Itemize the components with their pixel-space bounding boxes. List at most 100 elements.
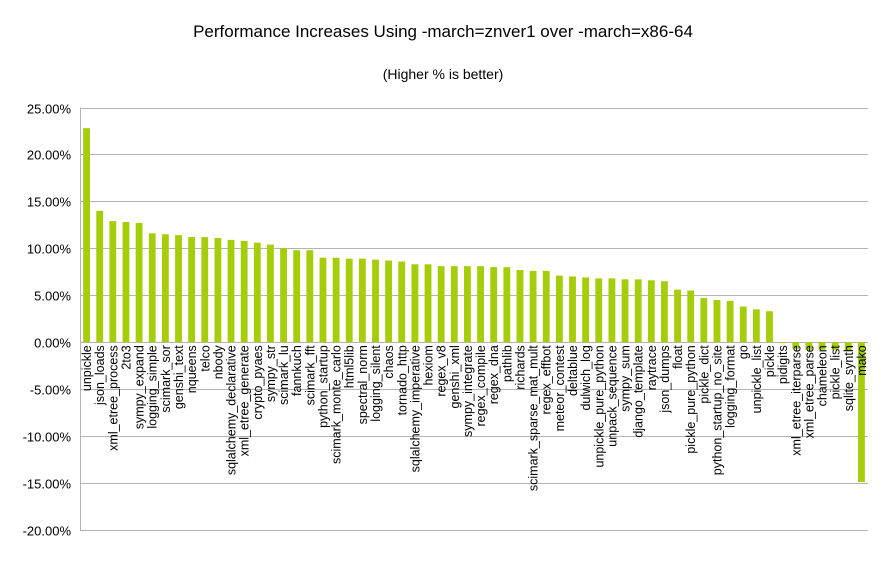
bar: [372, 259, 379, 343]
chart-title: Performance Increases Using -march=znver…: [193, 22, 693, 41]
y-tick-label: 20.00%: [27, 148, 72, 163]
bar: [450, 266, 458, 343]
x-category-label: scimark_lu: [277, 345, 291, 405]
x-category-label: nbody: [211, 344, 225, 379]
y-tick-label: -5.00%: [30, 383, 72, 398]
bar: [214, 238, 222, 343]
x-category-label: telco: [198, 345, 212, 371]
x-category-label: richards: [513, 345, 527, 389]
bar: [345, 258, 353, 343]
bar: [805, 342, 813, 350]
x-axis-category-labels: unpickle json_loads xml_etree_process 2to3 s…: [80, 344, 869, 491]
x-category-label: sympy_str: [264, 345, 278, 402]
x-category-label: scimark_monte_carlo: [330, 345, 344, 464]
y-tick-label: 15.00%: [27, 195, 72, 210]
bar: [516, 269, 524, 343]
bar: [437, 266, 445, 343]
x-category-label: mako: [855, 345, 869, 376]
x-category-label: regex_v8: [435, 345, 449, 396]
bar: [858, 342, 865, 483]
x-category-label: tornado_http: [395, 345, 409, 415]
bar: [608, 278, 616, 343]
bar: [464, 266, 471, 343]
bar: [503, 267, 511, 343]
x-category-label: unpickle: [80, 345, 94, 391]
bar: [122, 222, 130, 343]
x-category-label: regex_effbot: [540, 345, 554, 415]
x-category-label: hexiom: [422, 345, 436, 385]
x-category-label: sympy_integrate: [461, 345, 475, 437]
x-category-label: pickle_pure_python: [684, 345, 698, 453]
y-axis-tick-labels: 25.00% 20.00% 15.00% 10.00% 5.00% 0.00% -5.00%…: [23, 102, 72, 539]
x-category-label: unpickle_list: [750, 345, 764, 414]
x-category-label: go: [737, 345, 751, 359]
bar: [661, 281, 668, 343]
x-category-label: scimark_sparse_mat_mult: [527, 345, 541, 491]
bar: [267, 244, 274, 343]
bar: [569, 276, 576, 343]
bar: [844, 342, 852, 351]
y-tick-label: 25.00%: [27, 102, 72, 117]
x-category-label: django_template: [632, 345, 646, 437]
bar: [227, 239, 235, 343]
bar: [135, 222, 143, 343]
x-category-label: deltablue: [566, 345, 580, 396]
x-category-label: regex_compile: [474, 345, 488, 426]
bar: [555, 275, 563, 343]
bar: [713, 299, 721, 343]
bar: [358, 258, 366, 343]
x-category-label: scimark_sor: [159, 345, 173, 412]
x-category-label: logging_simple: [146, 345, 160, 428]
x-category-label: json_loads: [93, 345, 107, 406]
x-category-label: 2to3: [119, 345, 133, 369]
bar: [319, 257, 327, 343]
x-category-label: sympy_sum: [619, 345, 633, 412]
bar: [766, 311, 773, 343]
bar: [595, 278, 603, 343]
gridlines: [80, 107, 868, 531]
y-tick-label: -20.00%: [23, 524, 72, 539]
x-category-label: raytrace: [645, 345, 659, 390]
bar: [201, 237, 209, 343]
y-tick-label: -15.00%: [23, 477, 72, 492]
bar: [332, 257, 340, 343]
x-category-label: xml_etree_iterparse: [789, 345, 803, 456]
x-category-label: nqueens: [185, 345, 199, 393]
x-category-label: xml_etree_process: [106, 345, 120, 451]
x-category-label: json_dumps: [658, 345, 672, 413]
x-category-label: sympy_expand: [133, 345, 147, 429]
x-category-label: sqlite_synth: [842, 345, 856, 411]
bar: [739, 306, 747, 343]
bar: [306, 250, 314, 343]
x-category-label: pickle: [763, 345, 777, 377]
bar: [490, 267, 498, 343]
x-category-label: logging_silent: [369, 345, 383, 422]
chart-subtitle: (Higher % is better): [382, 66, 504, 82]
bar: [687, 290, 695, 343]
bar: [752, 309, 760, 343]
x-category-label: unpack_sequence: [605, 345, 619, 447]
bar: [674, 289, 681, 343]
bar: [792, 342, 800, 349]
bar: [424, 264, 432, 343]
x-category-label: float: [671, 345, 685, 369]
x-category-label: unpickle_pure_python: [592, 345, 606, 467]
x-category-label: spectral_norm: [356, 345, 370, 424]
y-tick-label: -10.00%: [23, 430, 72, 445]
x-category-label: pidigits: [776, 345, 790, 384]
x-category-label: scimark_fft: [303, 345, 317, 406]
bar: [647, 280, 655, 343]
bar: [96, 210, 104, 343]
bar: [818, 342, 826, 350]
bar: [582, 277, 590, 343]
x-category-label: python_startup: [316, 345, 330, 428]
bar: [634, 279, 642, 343]
x-category-label: fannkuch: [290, 345, 304, 396]
bar: [280, 248, 287, 343]
bar: [477, 266, 484, 343]
x-category-label: chaos: [382, 345, 396, 378]
x-category-label: pathlib: [500, 345, 514, 382]
x-category-label: pickle_dict: [697, 345, 711, 404]
x-category-label: genshi_xml: [448, 345, 462, 408]
